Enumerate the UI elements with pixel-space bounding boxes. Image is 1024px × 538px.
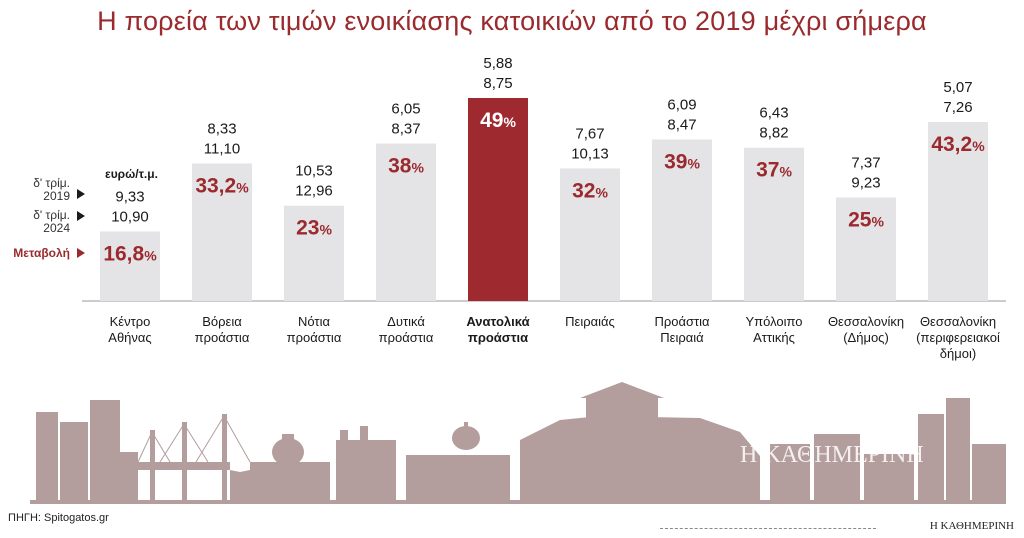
- price-2024-label: 8,47: [667, 116, 696, 133]
- athens-skyline-illustration: [30, 382, 1006, 504]
- bar-change-label: 33,2%: [195, 174, 249, 197]
- legend-unit: ευρώ/τ.μ.: [105, 167, 158, 181]
- category-label: Υπόλοιπο: [745, 314, 802, 329]
- price-2019-label: 6,09: [667, 96, 696, 113]
- bar: [560, 168, 620, 301]
- bar-change-label: 25%: [848, 208, 884, 231]
- legend-2024-label-line1: δ' τρίμ.: [33, 208, 70, 222]
- bar-change-label: 37%: [756, 159, 792, 182]
- category-label: (Δήμος): [843, 330, 889, 345]
- legend-2019-label-line2: 2019: [43, 189, 70, 203]
- price-2019-label: 10,53: [295, 163, 333, 180]
- category-label: προάστια: [195, 330, 250, 345]
- category-label: Πειραιάς: [565, 314, 615, 329]
- bar: [652, 139, 712, 301]
- bar-change-label: 38%: [388, 155, 424, 178]
- triangle-right-icon: [77, 248, 85, 258]
- bar-change-label: 43,2%: [931, 133, 985, 156]
- category-label: Δυτικά: [387, 314, 425, 329]
- legend: ευρώ/τ.μ. δ' τρίμ. 2019 δ' τρίμ. 2024 Με…: [13, 167, 158, 260]
- price-2024-label: 8,82: [759, 125, 788, 142]
- category-label: Κέντρο: [110, 314, 151, 329]
- category-label: Αττικής: [753, 330, 795, 345]
- bar: [376, 143, 436, 301]
- price-2019-label: 6,05: [391, 101, 420, 118]
- category-label: προάστια: [468, 330, 528, 345]
- triangle-right-icon: [77, 211, 85, 221]
- category-label: Προάστια: [654, 314, 710, 329]
- brand-divider: [660, 528, 876, 529]
- price-2024-label: 10,90: [111, 208, 149, 225]
- bar-change-label: 32%: [572, 179, 608, 202]
- legend-2019-label-line1: δ' τρίμ.: [33, 176, 70, 190]
- category-label: Θεσσαλονίκη: [920, 314, 996, 329]
- price-2019-label: 7,67: [575, 125, 604, 142]
- price-2024-label: 8,37: [391, 121, 420, 138]
- bar: [468, 98, 528, 301]
- bar-change-label: 39%: [664, 150, 700, 173]
- price-2019-label: 5,88: [483, 55, 512, 72]
- category-label: Θεσσαλονίκη: [828, 314, 904, 329]
- price-2024-label: 9,23: [851, 174, 880, 191]
- category-label: Βόρεια: [202, 314, 242, 329]
- price-2019-label: 7,37: [851, 154, 880, 171]
- bar: [836, 197, 896, 301]
- bar-change-label: 16,8%: [103, 242, 157, 265]
- category-label: Ανατολικά: [466, 314, 529, 329]
- price-2019-label: 8,33: [207, 120, 236, 137]
- brand-name: Η ΚΑΘΗΜΕΡΙΝΗ: [929, 520, 1014, 532]
- price-2024-label: 10,13: [571, 145, 609, 162]
- legend-2024-label-line2: 2024: [43, 221, 70, 235]
- category-label: Αθήνας: [108, 330, 151, 345]
- legend-change-label: Μεταβολή: [13, 246, 70, 260]
- chart-title: Η πορεία των τιμών ενοικίασης κατοικιών …: [97, 6, 927, 36]
- bar: [928, 122, 988, 302]
- price-2019-label: 9,33: [115, 188, 144, 205]
- bar-change-label: 23%: [296, 217, 332, 240]
- bar: [192, 163, 252, 301]
- price-2024-label: 12,96: [295, 183, 333, 200]
- category-label: Πειραιά: [660, 330, 704, 345]
- category-label: προάστια: [379, 330, 434, 345]
- bar: [284, 205, 344, 301]
- category-label: δήμοι): [940, 346, 976, 361]
- price-2019-label: 6,43: [759, 105, 788, 122]
- bar: [100, 231, 160, 301]
- category-label: (περιφερειακοί: [916, 330, 1000, 345]
- price-2019-label: 5,07: [943, 79, 972, 96]
- category-label: προάστια: [287, 330, 342, 345]
- source-note: ΠΗΓΗ: Spitogatos.gr: [8, 512, 109, 524]
- bar-change-label: 49%: [480, 109, 516, 132]
- price-2024-label: 7,26: [943, 99, 972, 116]
- price-2024-label: 11,10: [204, 140, 240, 157]
- triangle-right-icon: [77, 189, 85, 199]
- bar: [744, 147, 804, 301]
- watermark: Η ΚΑΘΗΜΕΡΙΝΗ: [740, 442, 924, 468]
- price-2024-label: 8,75: [483, 75, 512, 92]
- category-label: Νότια: [298, 314, 330, 329]
